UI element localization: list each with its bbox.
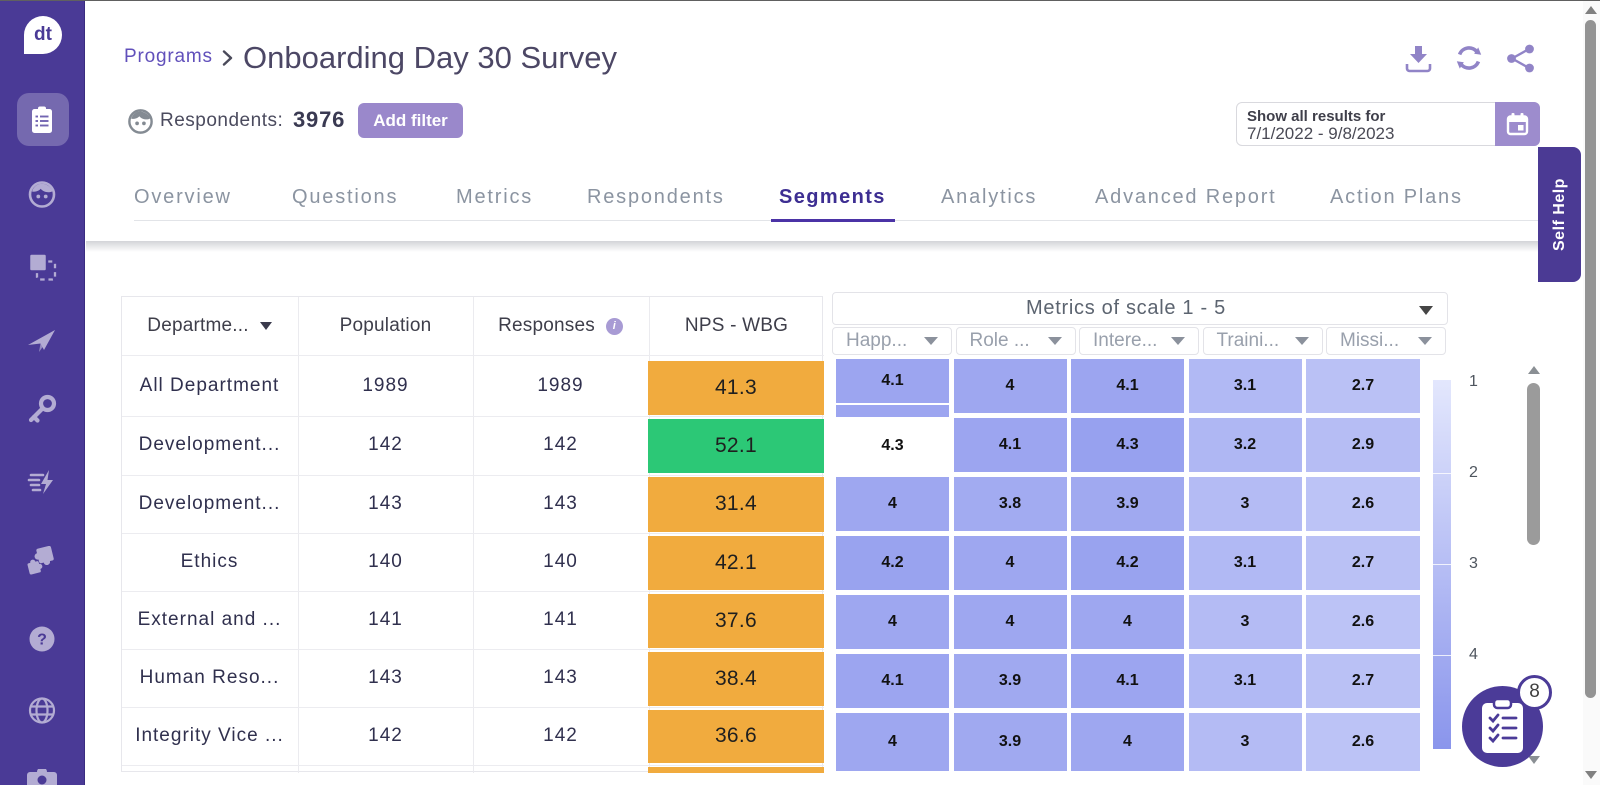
svg-text:?: ? xyxy=(37,632,47,649)
